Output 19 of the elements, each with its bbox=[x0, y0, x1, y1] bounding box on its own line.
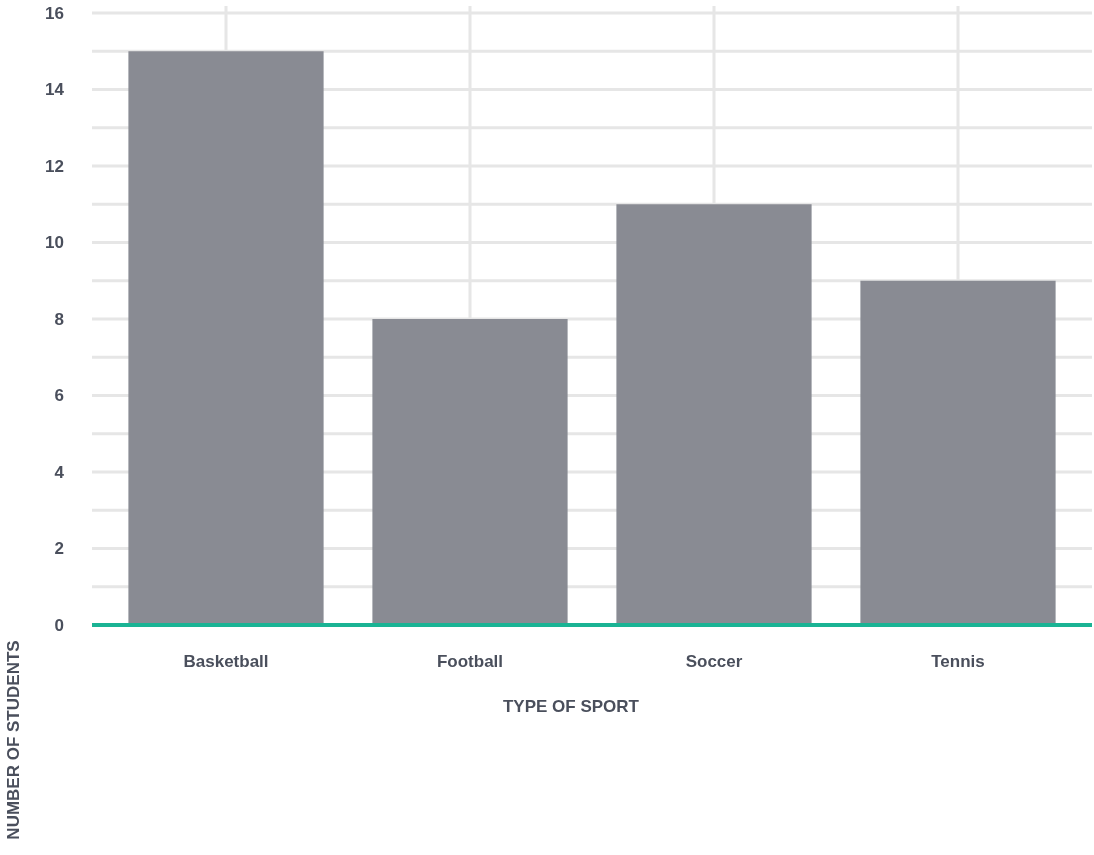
y-tick-label: 6 bbox=[54, 386, 64, 406]
bar bbox=[372, 319, 568, 625]
x-tick-label: Soccer bbox=[685, 652, 743, 672]
y-tick-label: 14 bbox=[45, 80, 65, 100]
y-tick-label: 8 bbox=[54, 309, 64, 329]
x-tick-label: Tennis bbox=[931, 652, 985, 672]
y-tick-label: 12 bbox=[45, 156, 64, 176]
x-tick-label: Basketball bbox=[183, 652, 269, 672]
y-tick-label: 2 bbox=[54, 539, 64, 559]
y-tick-label: 16 bbox=[45, 3, 64, 23]
y-axis-title: NUMBER OF STUDENTS bbox=[4, 640, 23, 840]
x-axis-title: TYPE OF SPORT bbox=[502, 697, 640, 716]
y-tick-label: 0 bbox=[54, 615, 64, 635]
y-tick-label: 10 bbox=[45, 233, 64, 253]
y-tick-label: 4 bbox=[54, 462, 65, 482]
bar bbox=[128, 51, 324, 625]
bar bbox=[860, 280, 1056, 625]
bar bbox=[616, 204, 812, 625]
x-tick-label: Football bbox=[436, 652, 504, 672]
